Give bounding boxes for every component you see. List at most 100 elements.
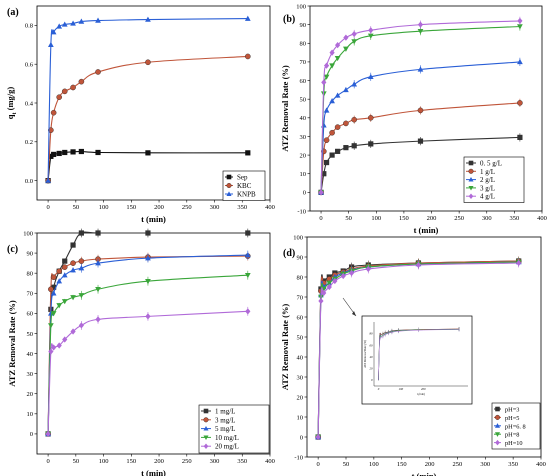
legend-marker [203, 425, 209, 431]
data-point [417, 28, 424, 35]
series-line [47, 310, 248, 434]
y-tick-label: 60 [297, 314, 304, 321]
data-point [245, 150, 251, 156]
legend-marker [203, 443, 209, 449]
series-line [47, 254, 248, 434]
data-point [343, 34, 349, 41]
y-tick-label: 20 [297, 394, 304, 401]
legend-label: KNPB [237, 191, 256, 199]
data-point [95, 230, 101, 236]
data-point [56, 278, 63, 284]
y-tick-label: 80 [297, 274, 304, 281]
data-point [329, 49, 335, 56]
x-tick-label: 200 [154, 458, 164, 465]
y-axis-ticks: -10 0 10 20 30 40 50 60 70 80 90 100 [293, 234, 307, 461]
data-point [45, 177, 51, 183]
legend-marker [203, 435, 209, 441]
data-point [95, 316, 101, 323]
data-point [78, 265, 85, 271]
y-tick-label: 70 [297, 294, 304, 301]
series-line [320, 102, 520, 193]
y-axis-ticks: 0.0 0.2 0.4 0.6 0.8 [25, 23, 37, 185]
data-point [95, 260, 101, 266]
legend-marker [203, 417, 209, 423]
inset-series-line [378, 329, 460, 381]
legend-marker [495, 414, 501, 420]
data-point [365, 265, 371, 273]
data-point [321, 79, 327, 86]
data-point [61, 272, 68, 278]
data-point [332, 277, 338, 285]
data-point [417, 66, 424, 72]
y-axis-title: ATZ Removal Rate (%) [7, 300, 17, 387]
y-tick-label: 80 [300, 41, 307, 48]
data-point [70, 260, 76, 266]
y-tick-label: 60 [300, 78, 307, 85]
legend-marker [468, 160, 474, 166]
data-point [51, 284, 57, 290]
x-tick-label: 350 [237, 458, 247, 465]
data-point [51, 151, 57, 158]
x-tick-label: 0 [46, 204, 49, 211]
data-point [368, 141, 374, 147]
y-tick-label: 100 [23, 230, 33, 237]
x-tick-label: 300 [210, 458, 220, 465]
inset-y-tick-label: 80 [370, 332, 374, 336]
data-point [70, 242, 76, 248]
y-tick-label: 0.8 [25, 23, 33, 30]
data-point [326, 283, 332, 291]
series-line [47, 55, 248, 181]
y-tick-label: 30 [27, 371, 34, 378]
data-point [351, 143, 357, 149]
data-point [323, 137, 330, 143]
data-point [343, 46, 349, 52]
inset-series-line [378, 329, 460, 381]
x-tick-label: 100 [371, 215, 381, 222]
data-point [245, 308, 251, 315]
data-point [335, 42, 341, 49]
y-tick-label: 20 [27, 391, 34, 398]
data-point [70, 328, 76, 335]
x-axis-title: t (min) [141, 214, 166, 224]
data-point [48, 286, 54, 293]
legend-label: pH=3 [505, 407, 519, 414]
data-point [62, 258, 68, 264]
series-sep [45, 148, 251, 184]
data-point [516, 259, 522, 267]
y-tick-label: 30 [300, 134, 307, 141]
series-line [47, 150, 248, 181]
data-point [70, 149, 76, 155]
inset-y-tick-label: 60 [370, 343, 374, 347]
data-point [351, 116, 357, 123]
y-tick-label: 0.4 [25, 100, 34, 107]
data-point [245, 53, 251, 60]
x-tick-label: 250 [453, 461, 463, 468]
legend-marker [226, 182, 232, 188]
x-tick-label: 100 [99, 458, 109, 465]
legend-label: pH=10 [505, 440, 523, 447]
data-point [417, 21, 424, 28]
series-line [47, 274, 248, 434]
data-point [145, 255, 151, 261]
data-point [323, 107, 330, 113]
y-axis-ticks: -10 0 10 20 30 40 50 60 70 80 90 100 [296, 3, 310, 215]
y-tick-label: 20 [300, 152, 307, 159]
x-tick-label: 400 [536, 461, 546, 468]
legend-marker [203, 408, 209, 414]
y-tick-label: 0 [303, 190, 306, 197]
series-1-g-l [318, 98, 523, 196]
data-point [56, 94, 62, 100]
data-point [56, 268, 62, 274]
data-point [62, 336, 68, 343]
data-point [517, 58, 523, 65]
data-point [61, 264, 68, 270]
x-tick-label: 250 [454, 215, 464, 222]
data-point [323, 159, 330, 166]
data-point [343, 145, 349, 151]
y-tick-label: 0.6 [25, 62, 34, 69]
data-point [244, 272, 251, 279]
data-point [70, 20, 76, 26]
data-point [367, 73, 374, 80]
legend-label: 0. 5 g/L [480, 160, 502, 168]
x-tick-label: 350 [237, 204, 247, 211]
